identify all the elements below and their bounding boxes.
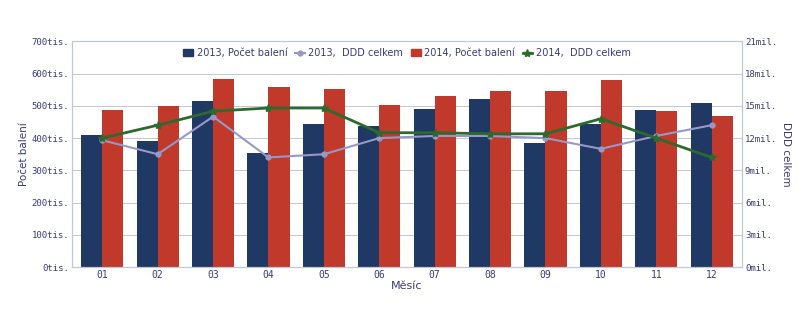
Bar xyxy=(268,87,290,267)
Legend: 2013, Počet balení, 2013,  DDD celkem, 2014, Počet balení, 2014,  DDD celkem: 2013, Počet balení, 2013, DDD celkem, 20… xyxy=(181,46,633,60)
Bar xyxy=(158,107,179,267)
Bar xyxy=(712,116,733,267)
X-axis label: Měsíc: Měsíc xyxy=(391,281,423,291)
Bar xyxy=(213,80,234,267)
Bar xyxy=(358,126,379,267)
Bar xyxy=(302,124,324,267)
Bar xyxy=(635,110,656,267)
Bar xyxy=(546,91,567,267)
Y-axis label: Počet balení: Počet balení xyxy=(18,122,29,186)
Bar xyxy=(192,101,213,267)
Bar xyxy=(580,124,601,267)
Bar xyxy=(379,105,401,267)
Bar xyxy=(524,143,546,267)
Bar xyxy=(656,111,678,267)
Bar xyxy=(435,96,456,267)
Bar xyxy=(413,109,435,267)
Bar xyxy=(690,103,712,267)
Bar xyxy=(136,141,158,267)
Bar xyxy=(601,80,622,267)
Bar xyxy=(247,153,268,267)
Bar xyxy=(81,135,102,267)
Bar xyxy=(324,89,345,267)
Bar xyxy=(102,110,124,267)
Bar xyxy=(469,100,490,267)
Bar xyxy=(490,91,512,267)
Y-axis label: DDD celkem: DDD celkem xyxy=(781,122,792,187)
